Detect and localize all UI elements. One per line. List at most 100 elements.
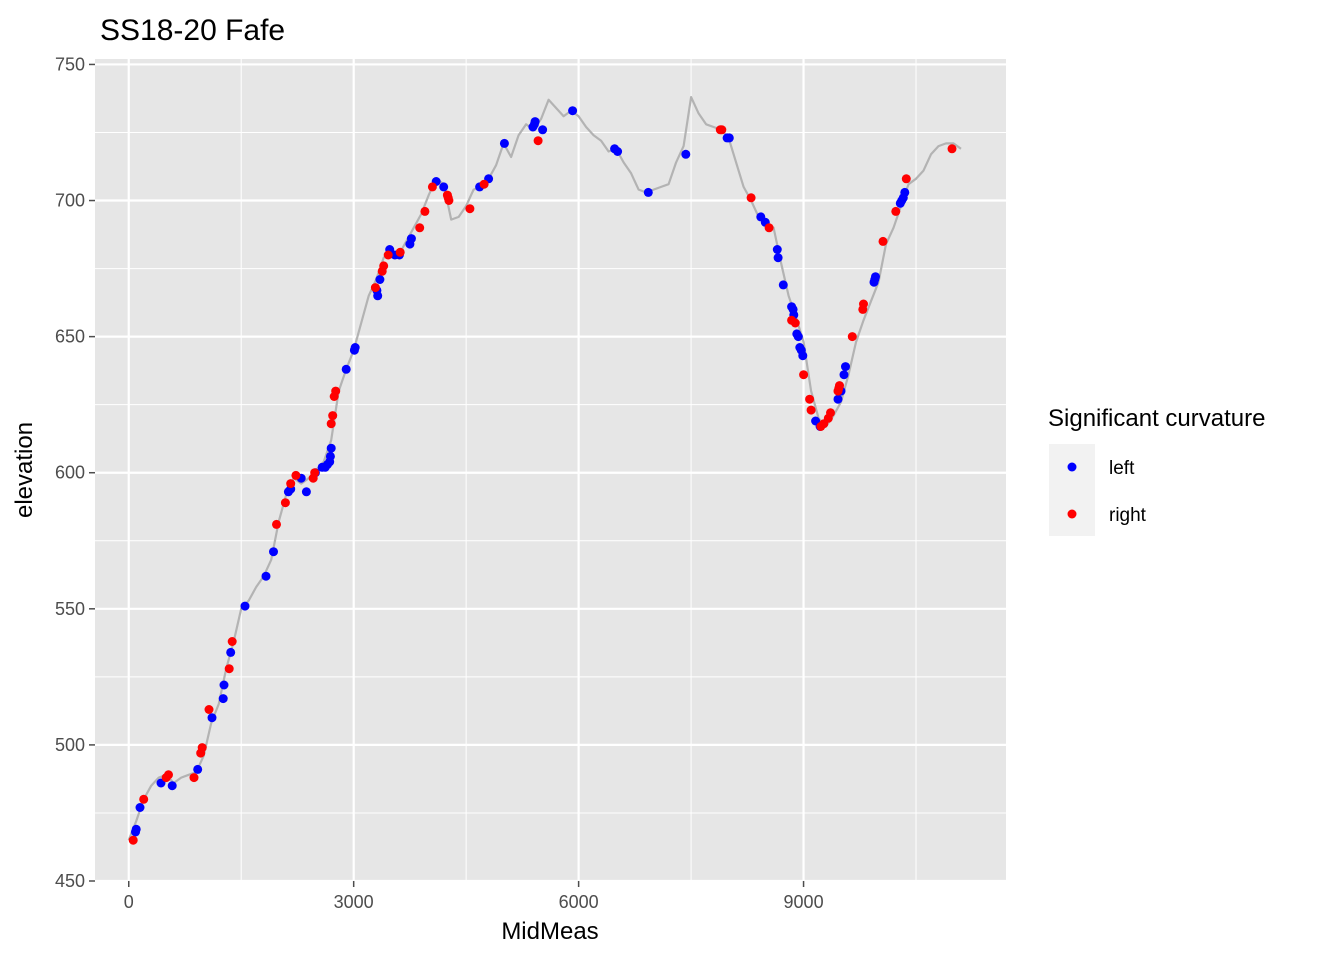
point-left bbox=[839, 370, 849, 380]
point-left bbox=[568, 106, 578, 116]
x-axis-title: MidMeas bbox=[501, 918, 598, 945]
legend-key-left bbox=[1067, 462, 1077, 472]
point-right bbox=[799, 370, 809, 380]
point-right bbox=[805, 394, 815, 404]
point-left bbox=[373, 291, 383, 301]
point-right bbox=[328, 411, 338, 421]
point-right bbox=[717, 125, 727, 135]
point-right bbox=[826, 408, 835, 418]
point-left bbox=[778, 280, 788, 290]
y-tick-label: 500 bbox=[55, 735, 85, 755]
y-tick-label: 700 bbox=[55, 191, 85, 211]
point-left bbox=[841, 362, 850, 372]
legend-key-right bbox=[1067, 509, 1077, 519]
point-left bbox=[375, 275, 385, 284]
point-left bbox=[301, 487, 311, 497]
point-right bbox=[764, 223, 774, 233]
point-right bbox=[370, 283, 380, 293]
point-right bbox=[835, 381, 844, 391]
point-right bbox=[280, 498, 290, 508]
point-left bbox=[439, 182, 449, 192]
point-left bbox=[499, 138, 509, 148]
point-right bbox=[379, 261, 389, 271]
point-right bbox=[164, 770, 173, 780]
point-left bbox=[193, 764, 203, 774]
point-right bbox=[128, 835, 138, 845]
x-tick-label: 0 bbox=[124, 892, 134, 912]
point-left bbox=[833, 394, 843, 404]
y-tick-label: 550 bbox=[55, 599, 85, 619]
point-left bbox=[871, 272, 880, 282]
point-left bbox=[131, 824, 141, 834]
point-left bbox=[341, 364, 351, 374]
y-tick-label: 750 bbox=[55, 54, 85, 74]
point-right bbox=[878, 236, 888, 246]
plot-panel bbox=[95, 59, 1006, 881]
point-right bbox=[272, 519, 281, 529]
curvature-points bbox=[128, 106, 957, 845]
point-right bbox=[790, 318, 800, 328]
point-right bbox=[420, 206, 430, 216]
legend-label-right: right bbox=[1109, 505, 1147, 526]
point-right bbox=[331, 386, 341, 396]
point-left bbox=[681, 149, 691, 159]
point-right bbox=[286, 479, 296, 489]
point-left bbox=[772, 245, 782, 254]
point-right bbox=[847, 332, 857, 342]
point-left bbox=[643, 187, 653, 197]
y-axis-title: elevation bbox=[11, 422, 38, 518]
legend: Significant curvature left right bbox=[1048, 405, 1265, 536]
point-right bbox=[533, 136, 543, 146]
point-right bbox=[291, 470, 301, 480]
point-left bbox=[207, 713, 217, 723]
point-left bbox=[613, 147, 623, 156]
point-left bbox=[406, 234, 416, 244]
point-left bbox=[538, 125, 548, 135]
y-tick-label: 650 bbox=[55, 327, 85, 347]
point-right bbox=[395, 247, 405, 257]
point-left bbox=[219, 680, 229, 690]
series-right bbox=[128, 125, 957, 845]
point-left bbox=[261, 571, 271, 581]
point-right bbox=[204, 705, 214, 714]
grid-major bbox=[95, 59, 1006, 883]
point-left bbox=[798, 351, 808, 361]
point-right bbox=[479, 179, 489, 189]
point-left bbox=[724, 133, 734, 143]
legend-keys-background bbox=[1049, 444, 1095, 536]
y-axis: 450 500 550 600 650 700 750 bbox=[55, 54, 95, 891]
point-left bbox=[350, 343, 360, 352]
y-tick-label: 600 bbox=[55, 463, 85, 483]
point-left bbox=[218, 694, 228, 704]
point-right bbox=[227, 637, 237, 646]
grid-minor bbox=[95, 59, 1006, 881]
point-right bbox=[139, 794, 149, 804]
chart-title: SS18-20 Fafe bbox=[100, 14, 285, 47]
point-left bbox=[793, 332, 803, 342]
point-left bbox=[773, 253, 783, 263]
point-left bbox=[167, 781, 177, 791]
x-axis: 0 3000 6000 9000 bbox=[124, 881, 824, 912]
point-right bbox=[859, 299, 868, 309]
point-right bbox=[326, 419, 336, 429]
point-right bbox=[901, 174, 911, 184]
y-tick-label: 450 bbox=[55, 871, 85, 891]
point-left bbox=[326, 443, 336, 453]
point-right bbox=[746, 193, 756, 203]
legend-title: Significant curvature bbox=[1048, 405, 1265, 432]
point-left bbox=[226, 647, 236, 657]
point-left bbox=[325, 451, 335, 461]
point-right bbox=[224, 664, 234, 674]
x-tick-label: 9000 bbox=[784, 892, 824, 912]
point-left bbox=[269, 547, 278, 557]
point-right bbox=[189, 773, 199, 783]
point-right bbox=[947, 144, 957, 154]
point-left bbox=[530, 117, 540, 127]
point-right bbox=[427, 182, 437, 192]
point-left bbox=[135, 803, 145, 812]
point-right bbox=[310, 468, 320, 478]
x-tick-label: 6000 bbox=[559, 892, 599, 912]
point-right bbox=[197, 743, 207, 753]
point-right bbox=[806, 405, 816, 415]
